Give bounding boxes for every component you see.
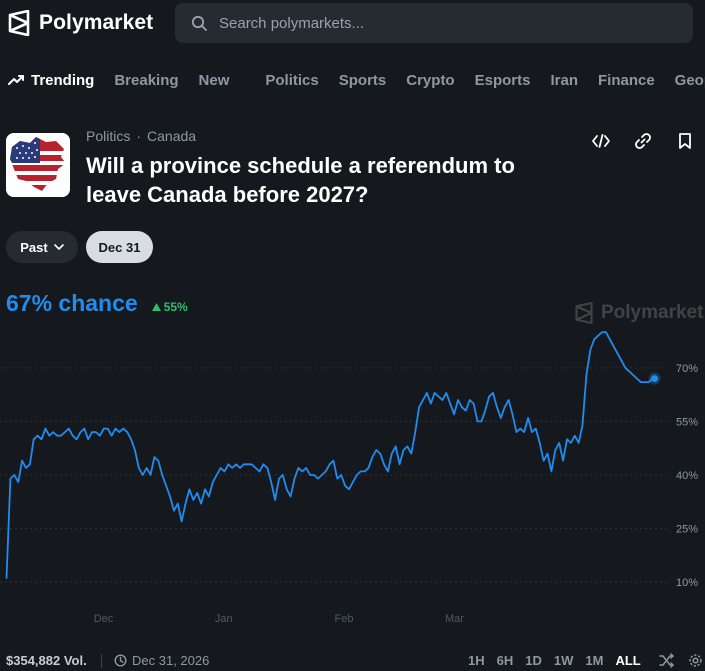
- polymarket-watermark: Polymarket: [574, 302, 703, 324]
- footer-divider: [101, 653, 102, 668]
- nav-item-sports[interactable]: Sports: [338, 71, 387, 89]
- past-dropdown[interactable]: Past: [6, 231, 78, 263]
- top-header: Polymarket: [0, 0, 705, 48]
- chance-summary: 67% chance 55%: [6, 290, 188, 317]
- range-1w[interactable]: 1W: [553, 653, 574, 668]
- x-tick-label: Jan: [215, 613, 233, 625]
- y-tick-label: 55%: [676, 416, 698, 428]
- market-image: [6, 133, 70, 197]
- bookmark-button[interactable]: [675, 131, 695, 151]
- nav-item-breaking[interactable]: Breaking: [114, 71, 179, 89]
- search-input[interactable]: [219, 14, 659, 32]
- y-tick-label: 70%: [676, 363, 698, 375]
- range-1d[interactable]: 1D: [525, 653, 542, 668]
- date-pill[interactable]: Dec 31: [86, 231, 153, 263]
- brand-name: Polymarket: [39, 11, 154, 34]
- polymarket-logo-icon: [8, 10, 30, 36]
- gear-icon[interactable]: [688, 653, 703, 668]
- breadcrumb-separator: ·: [136, 128, 142, 144]
- triangle-up-icon: [151, 303, 161, 311]
- brand-logo[interactable]: Polymarket: [7, 10, 153, 36]
- market-actions: [591, 131, 695, 151]
- breadcrumb-subcategory[interactable]: Canada: [147, 128, 197, 144]
- watermark-text: Polymarket: [601, 302, 704, 323]
- nav-item-iran[interactable]: Iran: [550, 71, 578, 89]
- nav-item-finance[interactable]: Finance: [597, 71, 655, 89]
- range-all[interactable]: ALL: [615, 653, 641, 668]
- chart-footer: $354,882 Vol. Dec 31, 2026 1H 6H 1D 1W 1…: [0, 650, 705, 671]
- embed-button[interactable]: [591, 131, 611, 151]
- range-1m[interactable]: 1M: [585, 653, 604, 668]
- nav-item-politics[interactable]: Politics: [265, 71, 319, 89]
- polymarket-logo-icon: [575, 302, 593, 324]
- time-range-selector: 1H 6H 1D 1W 1M ALL: [468, 653, 641, 668]
- embed-icon: [592, 134, 610, 148]
- link-icon: [635, 133, 651, 149]
- market-title: Will a province schedule a referendum to…: [86, 153, 515, 207]
- chance-delta: 55%: [151, 300, 188, 314]
- nav-item-esports[interactable]: Esports: [474, 71, 531, 89]
- y-tick-label: 10%: [676, 577, 698, 589]
- breadcrumb-category[interactable]: Politics: [86, 128, 131, 144]
- breadcrumb: Politics · Canada: [86, 128, 196, 144]
- price-chart[interactable]: 10% 25% 40% 55% 70% Dec Jan Feb Mar: [0, 330, 705, 630]
- end-date-text: Dec 31, 2026: [132, 653, 210, 668]
- copy-link-button[interactable]: [633, 131, 653, 151]
- nav-item-new[interactable]: New: [198, 71, 230, 89]
- nav-item-crypto[interactable]: Crypto: [406, 71, 455, 89]
- nav-item-trending[interactable]: Trending: [8, 72, 94, 89]
- category-nav: Trending Breaking New Politics Sports Cr…: [0, 66, 705, 94]
- past-label: Past: [20, 239, 48, 255]
- trending-icon: [8, 75, 24, 85]
- range-6h[interactable]: 6H: [496, 653, 514, 668]
- end-date: Dec 31, 2026: [114, 653, 209, 668]
- volume-label: $354,882 Vol.: [6, 653, 87, 668]
- shuffle-icon[interactable]: [659, 653, 674, 668]
- search-bar[interactable]: [175, 3, 693, 43]
- bookmark-icon: [679, 133, 691, 149]
- chance-value: 67% chance: [6, 290, 138, 316]
- clock-icon: [114, 654, 127, 667]
- current-point: [651, 375, 658, 383]
- search-icon: [191, 15, 207, 31]
- x-tick-label: Feb: [335, 613, 354, 625]
- x-tick-label: Dec: [94, 613, 114, 625]
- x-tick-label: Mar: [445, 613, 464, 625]
- price-line: [5, 331, 657, 579]
- y-tick-label: 40%: [676, 470, 698, 482]
- chevron-down-icon: [53, 244, 64, 250]
- chance-delta-value: 55%: [163, 300, 188, 314]
- range-1h[interactable]: 1H: [468, 653, 485, 668]
- nav-item-label: Trending: [31, 71, 95, 89]
- y-tick-label: 25%: [676, 524, 698, 536]
- chart-tools: [659, 653, 703, 668]
- nav-item-geopolitics[interactable]: Geopolit: [674, 71, 705, 89]
